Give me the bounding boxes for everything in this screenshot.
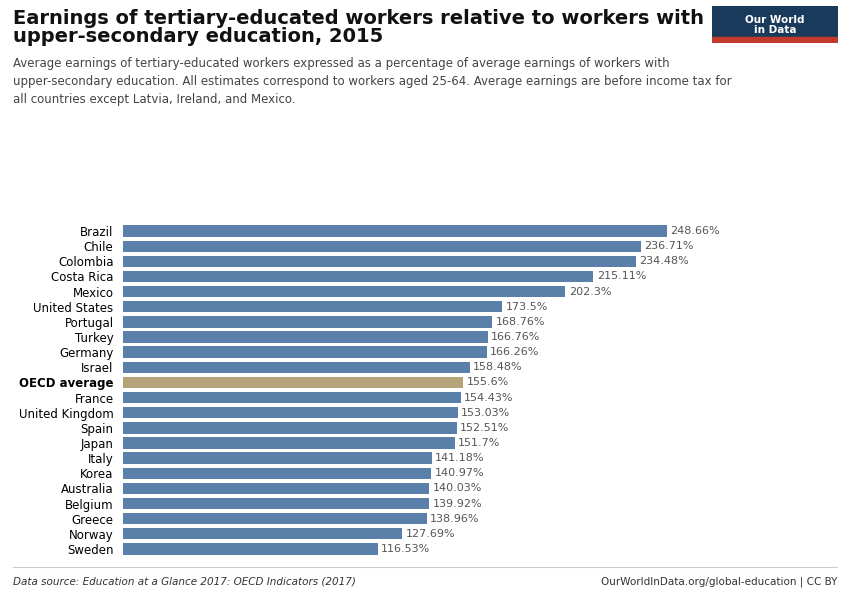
Text: 138.96%: 138.96% bbox=[430, 514, 479, 524]
Text: 166.76%: 166.76% bbox=[491, 332, 541, 342]
Text: 140.03%: 140.03% bbox=[433, 484, 482, 493]
Bar bbox=[712, 6, 838, 37]
Bar bbox=[123, 543, 378, 554]
Text: 154.43%: 154.43% bbox=[464, 392, 513, 403]
Bar bbox=[123, 226, 666, 237]
Text: 173.5%: 173.5% bbox=[506, 302, 548, 312]
Text: 151.7%: 151.7% bbox=[458, 438, 501, 448]
Text: 127.69%: 127.69% bbox=[405, 529, 456, 539]
Text: 166.26%: 166.26% bbox=[490, 347, 539, 357]
Bar bbox=[123, 422, 456, 434]
Text: 168.76%: 168.76% bbox=[496, 317, 545, 327]
Bar bbox=[123, 346, 487, 358]
Bar bbox=[123, 241, 641, 252]
Text: Earnings of tertiary-educated workers relative to workers with: Earnings of tertiary-educated workers re… bbox=[13, 9, 704, 28]
Bar bbox=[123, 286, 565, 297]
Bar bbox=[123, 407, 458, 418]
Text: in Data: in Data bbox=[754, 25, 796, 35]
Text: 140.97%: 140.97% bbox=[434, 468, 484, 478]
Bar bbox=[712, 37, 838, 43]
Bar bbox=[123, 467, 431, 479]
Bar bbox=[123, 271, 593, 282]
Text: Data source: Education at a Glance 2017: OECD Indicators (2017): Data source: Education at a Glance 2017:… bbox=[13, 577, 355, 587]
Text: Our World: Our World bbox=[745, 15, 805, 25]
Text: 152.51%: 152.51% bbox=[460, 423, 509, 433]
Text: 155.6%: 155.6% bbox=[467, 377, 509, 388]
Text: 153.03%: 153.03% bbox=[461, 408, 510, 418]
Text: Average earnings of tertiary-educated workers expressed as a percentage of avera: Average earnings of tertiary-educated wo… bbox=[13, 57, 731, 106]
Bar bbox=[123, 437, 455, 449]
Bar bbox=[123, 377, 463, 388]
Bar bbox=[123, 452, 432, 464]
Bar bbox=[123, 301, 502, 313]
Text: OurWorldInData.org/global-education | CC BY: OurWorldInData.org/global-education | CC… bbox=[601, 576, 837, 587]
Bar bbox=[123, 316, 492, 328]
Bar bbox=[123, 362, 470, 373]
Text: 202.3%: 202.3% bbox=[569, 287, 611, 296]
Text: 116.53%: 116.53% bbox=[382, 544, 430, 554]
Bar bbox=[123, 392, 461, 403]
Bar bbox=[123, 256, 636, 267]
Text: 236.71%: 236.71% bbox=[644, 241, 694, 251]
Text: 248.66%: 248.66% bbox=[670, 226, 720, 236]
Text: upper-secondary education, 2015: upper-secondary education, 2015 bbox=[13, 27, 383, 46]
Bar bbox=[123, 483, 429, 494]
Text: 234.48%: 234.48% bbox=[639, 256, 689, 266]
Text: 141.18%: 141.18% bbox=[435, 453, 484, 463]
Bar bbox=[123, 528, 402, 539]
Bar bbox=[123, 498, 429, 509]
Text: 215.11%: 215.11% bbox=[597, 271, 646, 281]
Bar bbox=[123, 331, 488, 343]
Bar bbox=[123, 513, 427, 524]
Text: 158.48%: 158.48% bbox=[473, 362, 523, 372]
Text: 139.92%: 139.92% bbox=[433, 499, 482, 509]
